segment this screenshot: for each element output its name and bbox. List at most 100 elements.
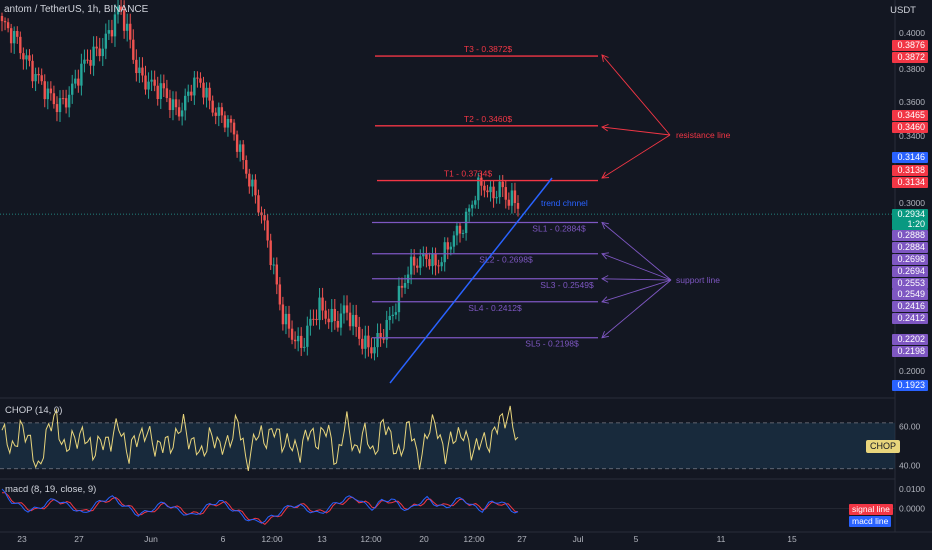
price-tick-label: 0.3400 (899, 131, 925, 141)
candle-body (437, 265, 440, 267)
candle-body (315, 318, 318, 321)
chop-indicator-title[interactable]: CHOP (14, 0) (5, 405, 63, 416)
candle-body (220, 107, 224, 116)
candle-body (275, 264, 278, 285)
candle-body (171, 99, 175, 111)
time-tick-label: 12:00 (261, 534, 283, 544)
candle-body (31, 60, 34, 82)
support-level-label: SL2 - 0.2698$ (479, 255, 533, 265)
candle-body (284, 313, 288, 325)
candle-body (400, 285, 404, 288)
price-tick-label: 0.2000 (899, 366, 925, 376)
candle-body (455, 225, 459, 236)
candle-body (336, 321, 340, 328)
time-tick-label: 20 (419, 534, 429, 544)
candle-body (422, 253, 425, 257)
candle-body (46, 88, 49, 100)
candle-body (40, 75, 43, 82)
price-axis-tag: 0.3138 (892, 165, 928, 176)
candle-body (345, 305, 349, 313)
support-level-label: SL3 - 0.2549$ (540, 280, 594, 290)
candle-body (370, 347, 373, 354)
candle-body (287, 313, 291, 329)
support-level-label: SL5 - 0.2198$ (525, 339, 579, 349)
candle-body (361, 338, 364, 349)
resistance-arrow (601, 126, 671, 136)
candle-body (412, 256, 416, 266)
candle-body (278, 284, 282, 305)
support-arrowhead (601, 221, 609, 230)
price-axis-tag: 0.2416 (892, 301, 928, 312)
price-axis-tag: 0.2198 (892, 346, 928, 357)
candle-body (321, 297, 324, 311)
price-axis-tag: 0.2884 (892, 242, 928, 253)
candle-body (49, 88, 53, 94)
candle-body (296, 335, 300, 342)
support-arrow (601, 279, 672, 339)
support-arrow (601, 279, 672, 303)
chop-tick-label: 60.00 (899, 421, 921, 431)
candle-body (419, 256, 422, 268)
candle-body (235, 134, 239, 152)
candle-body (110, 30, 114, 37)
candle-body (480, 177, 483, 186)
candle-body (501, 181, 504, 188)
candle-body (9, 28, 13, 44)
candle-body (498, 181, 501, 198)
candle-body (144, 75, 147, 90)
candle-body (495, 197, 498, 199)
candle-body (245, 160, 248, 174)
candle-body (37, 73, 40, 76)
support-arrowhead (601, 252, 609, 260)
candle-body (373, 347, 376, 354)
price-axis-tag: 0.2934 (892, 209, 928, 220)
candle-body (507, 199, 511, 206)
support-arrowhead (601, 296, 609, 304)
candle-body (229, 118, 233, 123)
candle-body (150, 79, 153, 82)
time-tick-label: 11 (717, 534, 726, 544)
candle-body (394, 312, 398, 315)
time-tick-label: Jun (144, 534, 158, 544)
macd-line-series (1, 488, 519, 524)
candle-body (22, 53, 25, 60)
candle-body (483, 185, 486, 191)
time-tick-label: 5 (634, 534, 639, 544)
price-axis-tag: 0.3134 (892, 177, 928, 188)
candle-body (318, 297, 321, 321)
candle-body (492, 186, 495, 199)
candle-body (431, 253, 434, 267)
candle-body (342, 305, 346, 314)
candle-body (174, 99, 178, 108)
candle-body (156, 85, 159, 100)
macd-signal-series (1, 492, 519, 526)
candle-body (309, 318, 312, 326)
time-tick-label: 13 (317, 534, 327, 544)
candle-body (55, 104, 59, 113)
time-tick-label: Jul (573, 534, 584, 544)
price-tick-label: 0.3600 (899, 97, 925, 107)
candle-body (248, 173, 251, 187)
candle-body (443, 242, 446, 263)
candles-group (0, 0, 520, 361)
price-axis-tag: 0.2553 (892, 278, 928, 289)
candle-body (303, 346, 306, 348)
price-tick-label: 0.3000 (899, 198, 925, 208)
candle-body (107, 30, 111, 34)
price-axis-tag: 0.1923 (892, 380, 928, 391)
price-axis-tag: 0.2698 (892, 254, 928, 265)
macd-indicator-title[interactable]: macd (8, 19, close, 9) (5, 484, 97, 495)
candle-body (61, 98, 65, 100)
candle-body (513, 190, 517, 204)
candle-body (162, 83, 166, 89)
candle-body (254, 179, 257, 196)
support-arrow (601, 222, 672, 281)
candle-body (168, 98, 172, 111)
candle-body (116, 6, 120, 15)
candle-body (358, 326, 361, 339)
candle-body (257, 195, 260, 213)
candle-body (141, 67, 144, 76)
chop-series-line (1, 405, 519, 471)
candle-body (354, 314, 358, 327)
